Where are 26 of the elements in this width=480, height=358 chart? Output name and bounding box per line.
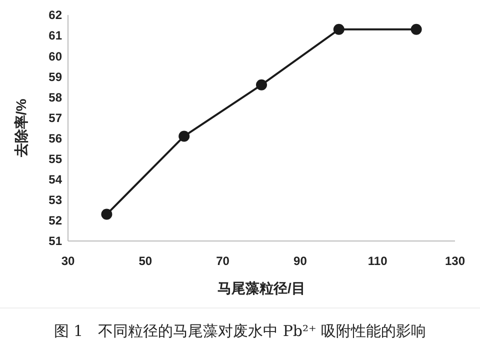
point (178, 130, 190, 142)
y-tick-label: 57 (48, 110, 62, 125)
y-tick-label: 56 (48, 131, 62, 146)
y-tick-label: 51 (48, 234, 62, 248)
x-axis-title: 马尾藻粒径/目 (218, 280, 306, 296)
y-tick-label: 61 (48, 28, 62, 43)
y-tick-label: 55 (48, 152, 62, 166)
y-tick-label: 58 (48, 90, 62, 104)
x-tick-label: 90 (294, 254, 308, 268)
point (333, 24, 344, 35)
x-tick-label: 30 (61, 254, 75, 268)
x-tick-label: 110 (368, 254, 388, 268)
y-tick-label: 62 (48, 8, 62, 22)
point (101, 208, 112, 220)
x-tick-label: 50 (138, 254, 152, 268)
caption: 图 1 不同粒径的马尾藻对废水中 Pb²⁺ 吸附性能的影响 (54, 322, 426, 340)
y-tick-label: 52 (48, 214, 62, 228)
x-tick-label: 70 (216, 254, 230, 268)
y-tick-label: 60 (48, 49, 62, 64)
y-axis-title: 去除率/% (13, 98, 29, 158)
y-tick-label: 59 (48, 70, 62, 84)
y-tick-label: 54 (48, 172, 62, 187)
point (410, 24, 422, 35)
point (256, 79, 267, 90)
x-tick-label: 130 (444, 254, 466, 268)
y-tick-label: 53 (48, 193, 62, 208)
